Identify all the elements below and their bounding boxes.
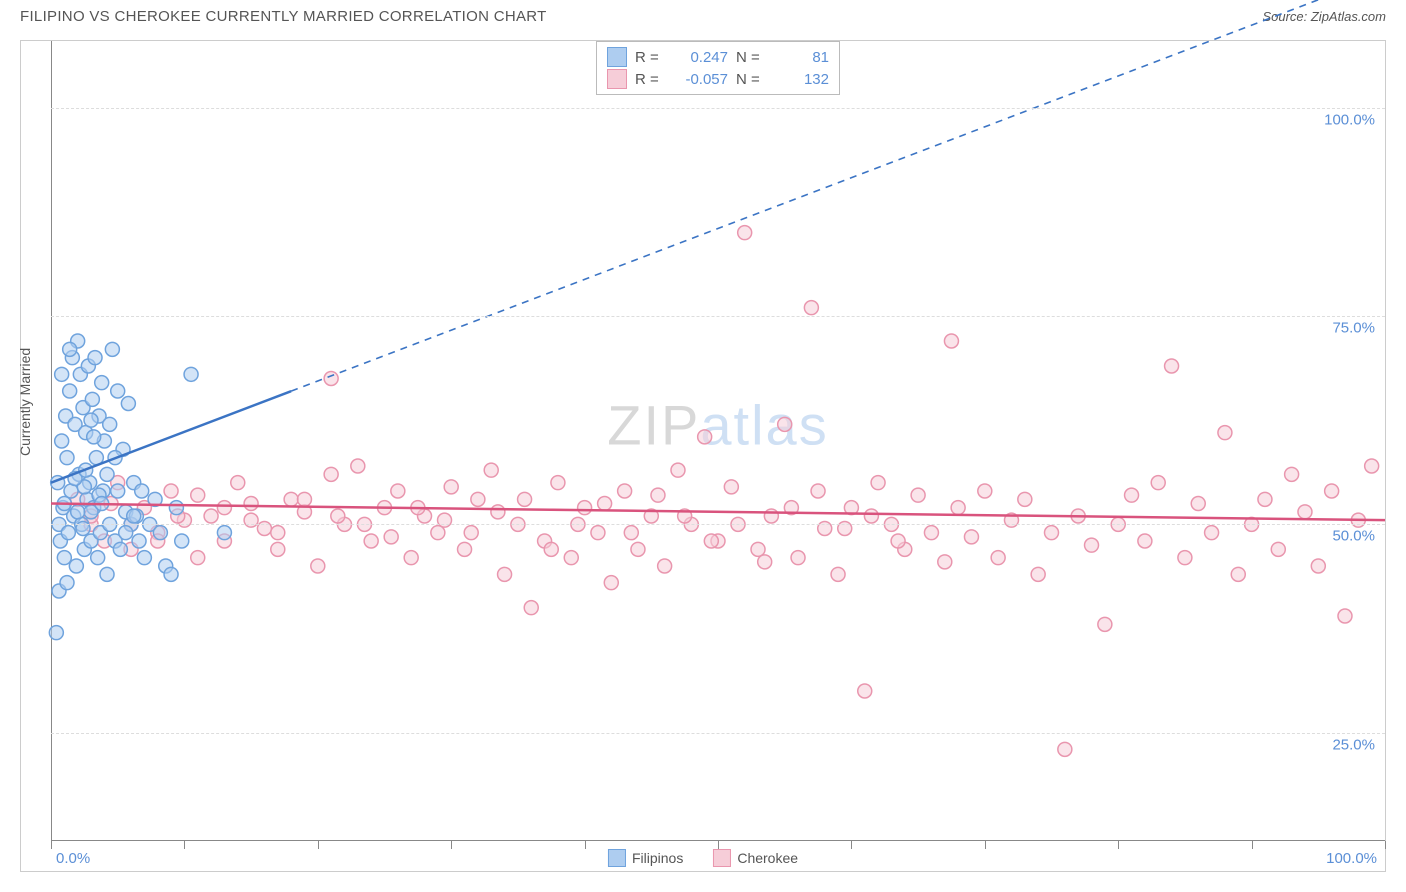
n-label: N =: [736, 49, 766, 66]
chart-container: Currently Married ZIPatlas R = 0.247 N =…: [20, 40, 1386, 872]
x-tick: [1385, 841, 1386, 849]
chart-title: FILIPINO VS CHEROKEE CURRENTLY MARRIED C…: [20, 8, 547, 25]
r-value-cherokee: -0.057: [673, 71, 728, 88]
y-axis-title: Currently Married: [17, 348, 33, 456]
source-link[interactable]: ZipAtlas.com: [1311, 9, 1386, 24]
gridline: [51, 316, 1385, 317]
y-tick-label: 25.0%: [1332, 736, 1375, 753]
legend-item-cherokee: Cherokee: [713, 849, 798, 867]
y-tick-label: 75.0%: [1332, 320, 1375, 337]
stats-box: R = 0.247 N = 81 R = -0.057 N = 132: [596, 41, 840, 95]
x-tick: [851, 841, 852, 849]
source-prefix: Source:: [1262, 9, 1310, 24]
x-tick-label-0: 0.0%: [56, 850, 90, 867]
x-tick: [451, 841, 452, 849]
n-value-filipinos: 81: [774, 49, 829, 66]
x-tick: [1252, 841, 1253, 849]
legend-label-filipinos: Filipinos: [632, 850, 683, 866]
filipinos-swatch-icon: [607, 47, 627, 67]
bottom-legend: Filipinos Cherokee: [608, 849, 798, 867]
x-tick: [718, 841, 719, 849]
cherokee-swatch-icon: [607, 69, 627, 89]
x-tick-label-100: 100.0%: [1326, 850, 1377, 867]
r-label: R =: [635, 71, 665, 88]
x-tick: [318, 841, 319, 849]
gridline: [51, 733, 1385, 734]
y-tick-label: 100.0%: [1324, 111, 1375, 128]
legend-item-filipinos: Filipinos: [608, 849, 683, 867]
legend-label-cherokee: Cherokee: [737, 850, 798, 866]
x-tick: [51, 841, 52, 849]
x-tick: [585, 841, 586, 849]
plot-area: ZIPatlas R = 0.247 N = 81 R = -0.057 N =…: [51, 41, 1385, 841]
x-tick: [985, 841, 986, 849]
n-value-cherokee: 132: [774, 71, 829, 88]
cherokee-swatch-icon: [713, 849, 731, 867]
source-attribution: Source: ZipAtlas.com: [1262, 9, 1386, 24]
gridline: [51, 108, 1385, 109]
stats-row-filipinos: R = 0.247 N = 81: [607, 46, 829, 68]
r-value-filipinos: 0.247: [673, 49, 728, 66]
gridline: [51, 524, 1385, 525]
scatter-plot-svg: [51, 41, 1385, 841]
stats-row-cherokee: R = -0.057 N = 132: [607, 68, 829, 90]
x-tick: [1118, 841, 1119, 849]
n-label: N =: [736, 71, 766, 88]
r-label: R =: [635, 49, 665, 66]
x-tick: [184, 841, 185, 849]
filipinos-swatch-icon: [608, 849, 626, 867]
y-tick-label: 50.0%: [1332, 528, 1375, 545]
